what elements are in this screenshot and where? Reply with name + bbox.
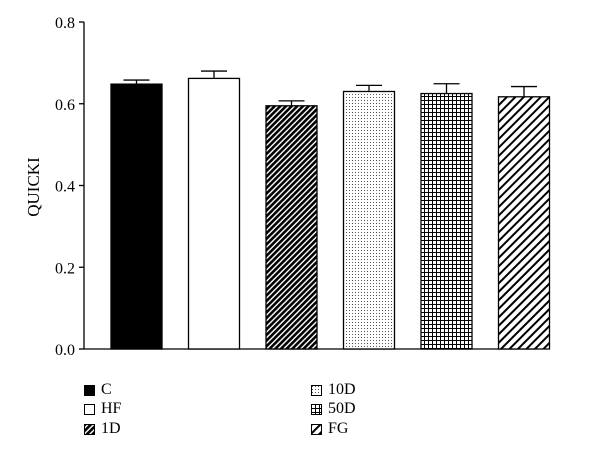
bar-1d (265, 105, 318, 350)
legend-label: 1D (101, 420, 121, 437)
y-tick-label: 0.8 (55, 15, 75, 32)
legend-item-c: C (84, 381, 112, 399)
y-axis-label: QUICKI (24, 157, 43, 217)
legend-item-fg: FG (311, 420, 348, 438)
legend-swatch-1d (84, 423, 95, 435)
legend-item-10d: 10D (311, 381, 356, 399)
y-tick-label: 0.2 (55, 260, 75, 277)
legend-item-hf: HF (84, 400, 121, 418)
legend-swatch-fg (311, 423, 322, 435)
legend-item-1d: 1D (84, 420, 121, 438)
bar-fg (497, 96, 551, 350)
legend-label: 10D (328, 381, 356, 398)
legend-label: FG (328, 420, 349, 437)
y-tick-label: 0.4 (55, 179, 75, 196)
legend-item-50d: 50D (311, 400, 356, 418)
legend-label: C (101, 381, 112, 398)
legend-swatch-10d (311, 384, 322, 396)
legend-swatch-hf (84, 403, 95, 415)
y-tick-label: 0.6 (55, 97, 75, 114)
legend-swatch-50d (311, 403, 322, 415)
bars (110, 70, 551, 350)
y-tick-label: 0.0 (55, 342, 75, 359)
bar-hf (187, 77, 241, 350)
legend-label: HF (101, 400, 122, 417)
legend-swatch-c (84, 384, 95, 396)
bar-c (110, 83, 163, 350)
bar-10d (342, 90, 396, 350)
legend-label: 50D (328, 400, 356, 417)
bar-50d (420, 92, 473, 350)
